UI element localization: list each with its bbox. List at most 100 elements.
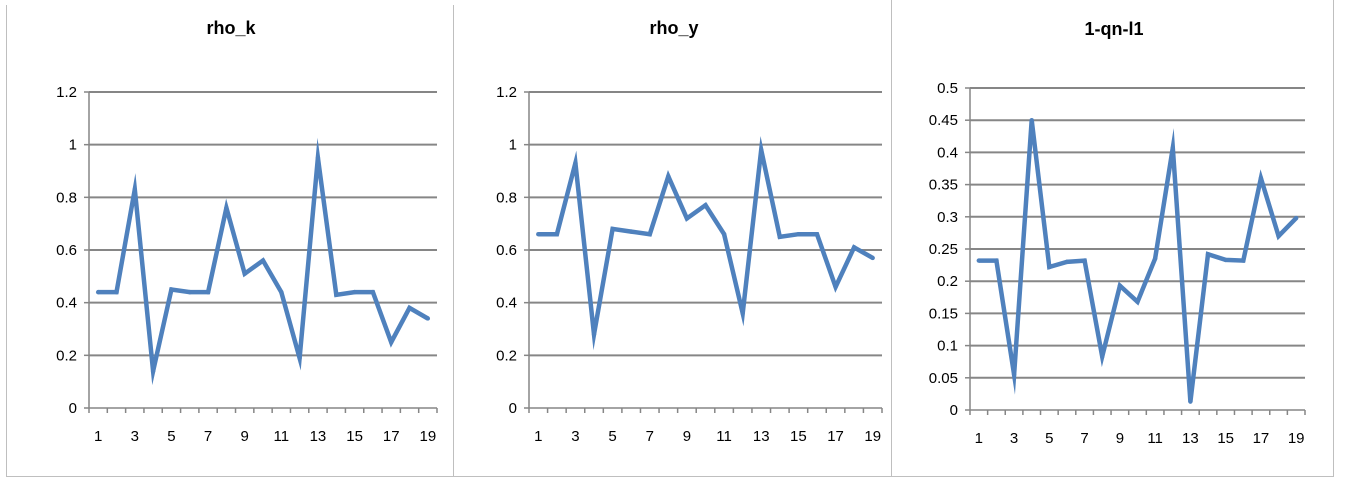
x-tick-label: 3	[571, 428, 579, 445]
data-point	[1047, 264, 1052, 270]
y-tick-label: 0.35	[929, 177, 958, 194]
data-point	[1117, 283, 1123, 288]
x-tick-label: 11	[274, 428, 290, 445]
y-tick-label: 0	[950, 402, 958, 419]
x-tick-label: 9	[1116, 430, 1124, 447]
data-point	[352, 289, 357, 295]
x-tick-label: 19	[1288, 430, 1305, 447]
data-point	[591, 332, 597, 337]
y-tick-label: 0.05	[929, 370, 958, 387]
x-tick-label: 19	[864, 428, 881, 445]
data-point	[1011, 372, 1017, 377]
data-point	[425, 316, 431, 321]
data-point	[334, 292, 339, 297]
data-point	[1293, 215, 1299, 221]
y-tick-label: 0.8	[496, 189, 517, 206]
x-tick-label: 17	[1253, 430, 1270, 447]
y-tick-label: 0.6	[496, 242, 517, 259]
x-tick-label: 15	[1217, 430, 1234, 447]
series-line	[538, 135, 874, 351]
x-tick-label: 3	[1010, 430, 1018, 447]
data-point	[684, 216, 690, 221]
chart-panel-rho-k: rho_k 0 0.2 0.4 0.6 0.8 1 1.2 1 3 5 7 9 11 13 15 17 19	[6, 5, 454, 477]
data-point	[1205, 251, 1211, 257]
data-point	[242, 271, 247, 276]
x-tick-label: 5	[167, 428, 175, 445]
x-tick-label: 17	[827, 428, 844, 445]
y-tick-label: 0.45	[929, 112, 958, 129]
data-point	[994, 258, 999, 263]
data-point	[1276, 233, 1281, 239]
x-tick-label: 17	[383, 428, 400, 445]
series-line	[978, 119, 1298, 402]
x-tick-label: 7	[646, 428, 654, 445]
x-tick-label: 7	[204, 428, 212, 445]
x-tick-label: 13	[1182, 430, 1199, 447]
data-point	[759, 147, 764, 153]
data-point	[297, 355, 302, 361]
data-point	[315, 155, 321, 161]
x-tick-label: 15	[790, 428, 807, 445]
y-tick-label: 0.2	[937, 273, 958, 290]
data-point	[205, 289, 211, 295]
x-tick-label: 11	[716, 428, 732, 445]
data-point	[1082, 258, 1087, 263]
data-point	[1258, 175, 1264, 181]
y-tick-label: 0	[509, 400, 517, 417]
chart-title: rho_y	[649, 18, 698, 38]
y-tick-label: 0.4	[56, 295, 77, 312]
y-tick-label: 0.2	[56, 347, 77, 364]
data-point	[610, 226, 615, 232]
x-tick-label: 1	[975, 430, 983, 447]
chart-panel-rho-y: rho_y 0 0.2 0.4 0.6 0.8 1 1.2 1 3 5 7 9 11 13 15 17 19	[453, 5, 892, 477]
y-tick-label: 1.2	[56, 84, 77, 101]
y-tick-label: 0.8	[56, 189, 77, 206]
data-point	[1064, 259, 1070, 265]
data-point	[796, 232, 801, 237]
data-point	[976, 258, 982, 263]
data-point	[814, 232, 820, 237]
data-point	[703, 203, 708, 208]
x-tick-label: 19	[419, 428, 436, 445]
chart-rho-k: rho_k00.20.40.60.811.21 3 5 7 9 11 13 15 17 19	[56, 18, 438, 445]
data-point	[1100, 354, 1105, 359]
data-point	[870, 255, 875, 261]
chart-panel-1-qn-l1: 1-qn-l1 0 0.05 0.1 0.15 0.2 0.25 0.3 0.35 0.4 0.45…	[891, 0, 1334, 477]
x-tick-label: 11	[1147, 430, 1163, 447]
data-point	[150, 368, 156, 374]
y-tick-label: 0.5	[937, 80, 958, 97]
x-tick-label: 5	[1045, 430, 1053, 447]
chart-rho-y: rho_y00.20.40.60.811.21 3 5 7 9 11 13 15 17 19	[496, 18, 883, 445]
data-point	[1029, 118, 1034, 123]
y-tick-label: 0.1	[937, 338, 958, 355]
y-tick-label: 1.2	[496, 84, 517, 101]
chart-1-qn-l1: 1-qn-l1 0 0.05 0.1 0.15 0.2 0.25 0.3 0.35 0.4 0.45…	[929, 19, 1306, 447]
data-point	[1241, 258, 1246, 263]
x-tick-label: 15	[346, 428, 363, 445]
data-point	[95, 289, 101, 295]
chart-title: rho_k	[206, 18, 256, 38]
data-point	[573, 160, 578, 166]
data-point	[187, 289, 192, 295]
data-point	[721, 232, 727, 237]
data-point	[132, 187, 137, 192]
data-point	[370, 289, 376, 295]
data-point	[647, 232, 652, 237]
data-point	[1188, 399, 1193, 404]
y-tick-label: 1	[69, 137, 77, 154]
x-tick-label: 9	[683, 428, 691, 445]
data-point	[833, 284, 838, 290]
data-point	[1152, 256, 1158, 261]
data-point	[260, 258, 266, 263]
y-tick-label: 0.15	[929, 305, 958, 322]
data-point	[169, 287, 174, 292]
x-tick-label: 13	[753, 428, 770, 445]
data-point	[554, 232, 560, 237]
x-tick-label: 3	[131, 428, 139, 445]
data-point	[1170, 145, 1175, 151]
data-point	[1223, 257, 1228, 263]
data-point	[777, 234, 783, 240]
y-tick-label: 0	[69, 400, 77, 417]
data-point	[114, 289, 119, 295]
x-tick-label: 9	[241, 428, 249, 445]
